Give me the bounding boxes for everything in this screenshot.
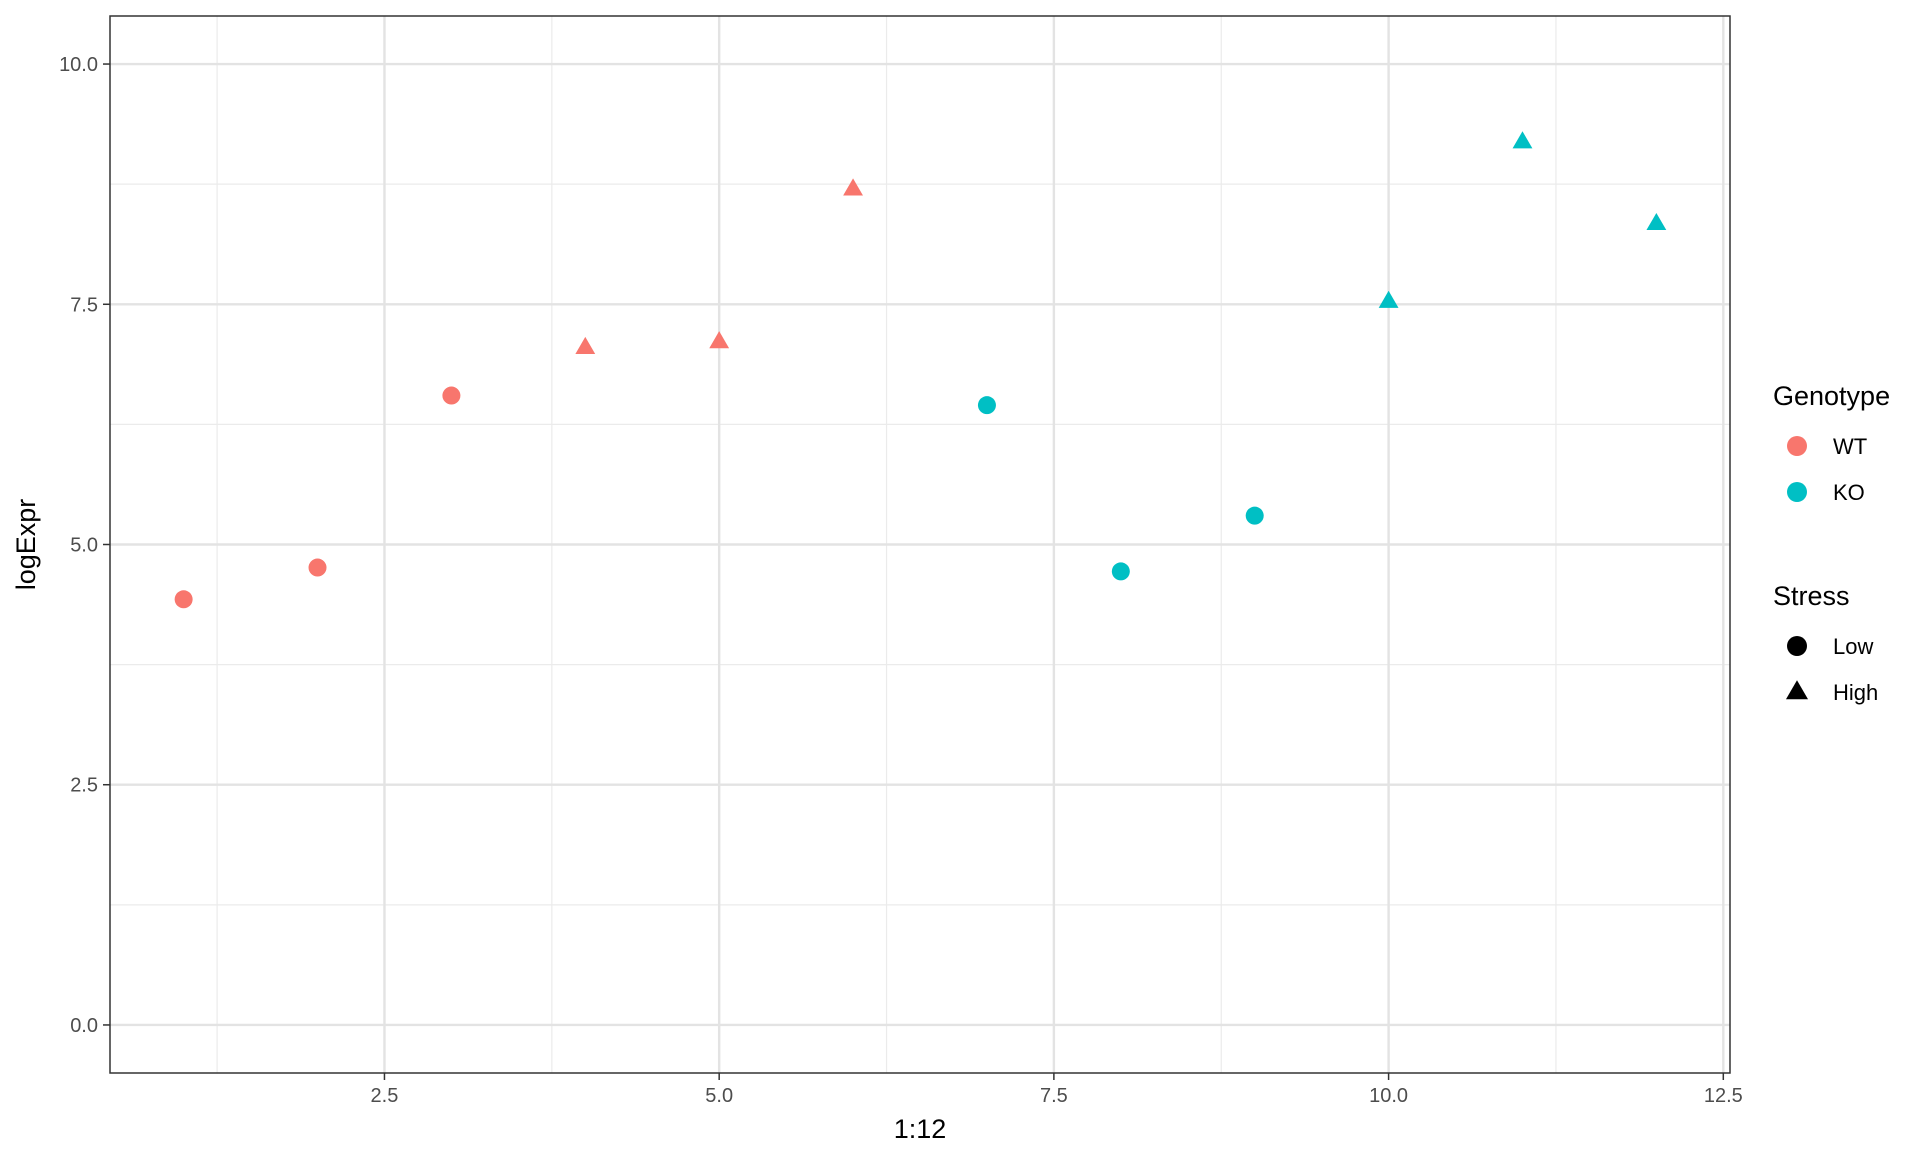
axes: 2.5 5.0 7.5 10.0 12.5 0.0 2.5 5.0 7.5 10.0: [59, 54, 1743, 1107]
x-tick-label: 7.5: [1040, 1085, 1068, 1107]
data-point-wt-high: [843, 178, 863, 196]
legend-label: Low: [1833, 634, 1873, 659]
x-tick-label: 5.0: [705, 1085, 733, 1107]
data-point-wt-high: [575, 336, 596, 355]
data-point-ko-high: [1378, 290, 1399, 308]
legend-key-high: [1785, 680, 1809, 700]
y-tick-label: 2.5: [70, 775, 98, 797]
data-point-ko-low: [1245, 506, 1264, 525]
legend-key-ko: [1787, 482, 1807, 502]
legend: Genotype WT KO Stress Low High: [1773, 381, 1890, 705]
y-tick-label: 0.0: [70, 1015, 98, 1037]
grid: [110, 16, 1730, 1073]
data-points: [174, 131, 1667, 609]
legend-title: Stress: [1773, 581, 1850, 611]
data-point-wt-high: [709, 331, 730, 349]
y-tick-label: 7.5: [70, 294, 98, 316]
data-point-ko-high: [1646, 212, 1667, 231]
y-tick-label: 5.0: [70, 535, 98, 557]
data-point-ko-low: [1111, 562, 1130, 581]
y-tick-label: 10.0: [59, 54, 98, 76]
legend-title: Genotype: [1773, 381, 1890, 411]
data-point-wt-low: [442, 386, 461, 405]
legend-key-low: [1787, 636, 1807, 656]
legend-label: KO: [1833, 480, 1865, 505]
data-point-ko-low: [977, 396, 996, 415]
x-tick-label: 10.0: [1369, 1085, 1408, 1107]
legend-key-wt: [1787, 436, 1807, 456]
data-point-ko-high: [1512, 131, 1533, 149]
y-axis-title: logExpr: [11, 499, 41, 591]
data-point-wt-low: [174, 590, 193, 609]
x-tick-label: 12.5: [1704, 1085, 1743, 1107]
data-point-wt-low: [308, 558, 327, 577]
legend-label: High: [1833, 680, 1878, 705]
x-axis-title: 1:12: [894, 1114, 947, 1144]
x-tick-label: 2.5: [371, 1085, 399, 1107]
legend-label: WT: [1833, 434, 1867, 459]
